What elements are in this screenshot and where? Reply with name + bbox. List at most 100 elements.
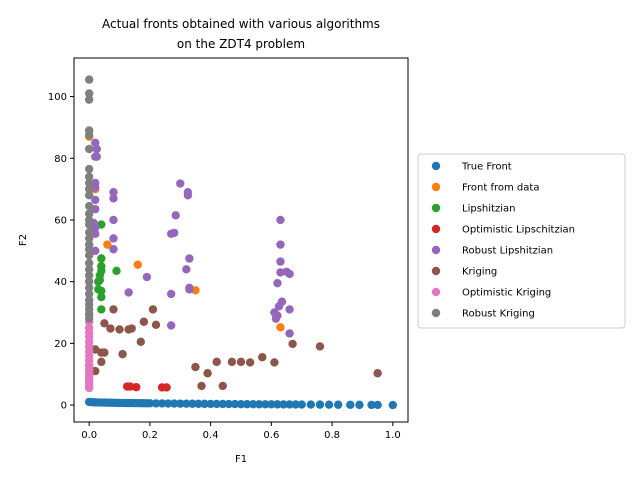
legend-marker [431,182,441,192]
data-point [84,201,94,211]
data-point [84,289,94,299]
legend-marker [431,224,441,234]
data-point [118,349,127,359]
y-axis-label: F2 [18,234,29,246]
data-point [230,399,240,409]
data-point [139,317,149,326]
data-point [84,172,94,181]
series-1 [84,132,285,332]
data-point [170,228,179,238]
data-point [84,283,94,293]
data-point [84,258,94,268]
data-point [270,358,279,367]
data-point [248,400,258,409]
data-point [200,399,209,409]
data-point [388,400,398,410]
data-point [267,400,276,409]
x-axis-label: F1 [235,454,247,465]
legend-label: Robust Lipshitzian [462,246,553,257]
data-point [84,277,94,286]
data-point [106,324,115,333]
data-point [170,399,179,408]
data-point [125,382,135,391]
data-point [212,357,221,367]
data-point [127,324,136,333]
data-point [242,399,252,409]
data-point [276,323,285,332]
x-tick-label: 1.0 [385,430,401,441]
x-tick-label: 0.0 [81,430,97,441]
data-point [182,265,191,274]
legend-label: Optimistic Lipschitzian [462,225,575,236]
data-point [97,357,106,367]
legend-label: True Front [461,162,512,173]
data-point [92,152,101,161]
data-point [276,215,285,225]
legend-label: Robust Kriging [462,309,535,320]
x-tick-label: 0.8 [324,430,340,441]
data-point [346,400,355,410]
data-point [291,400,300,409]
data-point [274,302,284,311]
data-point [185,285,194,294]
y-tick-label: 80 [54,154,67,165]
data-point [227,357,237,367]
data-point [112,266,121,276]
data-point [171,211,180,220]
data-point [288,339,297,349]
data-point [285,329,294,338]
data-point [84,245,94,254]
data-point [84,75,94,84]
data-point [151,320,161,330]
x-tick-label: 0.2 [142,430,158,441]
data-point [84,209,94,218]
data-point [373,400,382,410]
data-point [136,337,145,346]
y-tick-label: 60 [54,215,67,226]
data-point [185,254,194,263]
data-point [197,381,206,391]
data-point [97,305,106,314]
data-point [218,399,227,409]
data-point [276,257,285,266]
y-tick-label: 0 [61,401,67,412]
data-point [306,400,316,409]
data-point [355,400,364,410]
data-point [245,358,255,367]
data-point [279,400,288,409]
data-point [124,288,133,297]
data-point [273,278,282,288]
data-point [166,321,176,330]
data-point [94,277,103,286]
legend-marker [431,308,441,318]
data-point [324,400,334,409]
legend-label: Lipshitzian [462,204,515,215]
data-point [163,399,173,408]
data-point [84,271,94,280]
legend-label: Front from data [462,183,539,194]
data-point [218,381,227,391]
data-point [258,353,267,362]
data-point [176,399,185,408]
data-point [183,191,193,200]
series-6 [84,311,94,393]
data-point [94,285,103,294]
data-point [157,399,167,408]
data-point [91,195,100,205]
data-point [84,130,94,140]
data-point [84,314,94,323]
data-point [276,240,285,249]
data-point [84,251,94,260]
data-point [145,399,155,408]
data-point [109,194,118,203]
legend-label: Kriging [462,267,497,278]
data-point [236,357,246,367]
chart-title-line-1: Actual fronts obtained with various algo… [102,17,380,31]
data-point [100,319,109,328]
legend: True Front Front from data Lipshitzian Opti… [417,153,626,329]
data-point [315,342,325,351]
y-tick-label: 100 [48,92,67,103]
legend-marker [431,203,441,213]
data-point [84,265,94,274]
data-point [151,399,161,408]
